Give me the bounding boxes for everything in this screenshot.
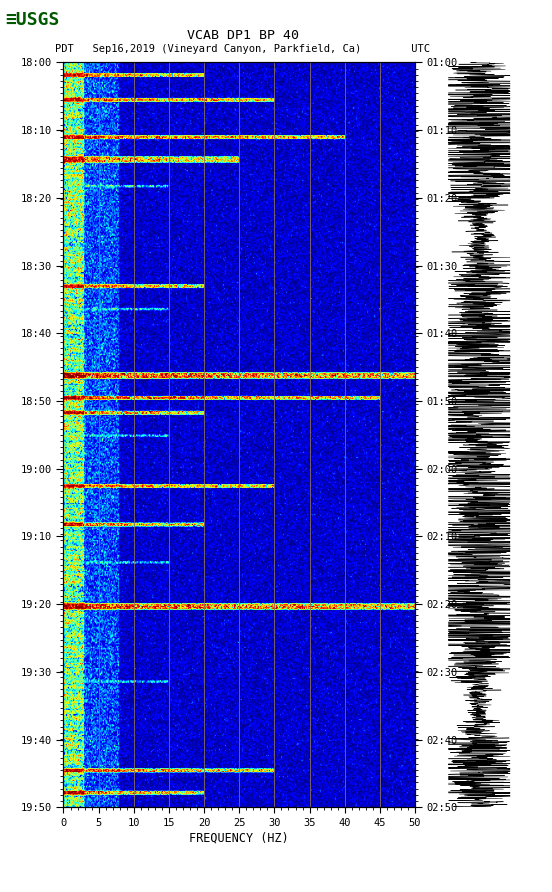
Text: VCAB DP1 BP 40: VCAB DP1 BP 40 [187,29,299,42]
X-axis label: FREQUENCY (HZ): FREQUENCY (HZ) [189,832,289,845]
Text: PDT   Sep16,2019 (Vineyard Canyon, Parkfield, Ca)        UTC: PDT Sep16,2019 (Vineyard Canyon, Parkfie… [55,44,431,54]
Text: ≡USGS: ≡USGS [6,11,60,29]
